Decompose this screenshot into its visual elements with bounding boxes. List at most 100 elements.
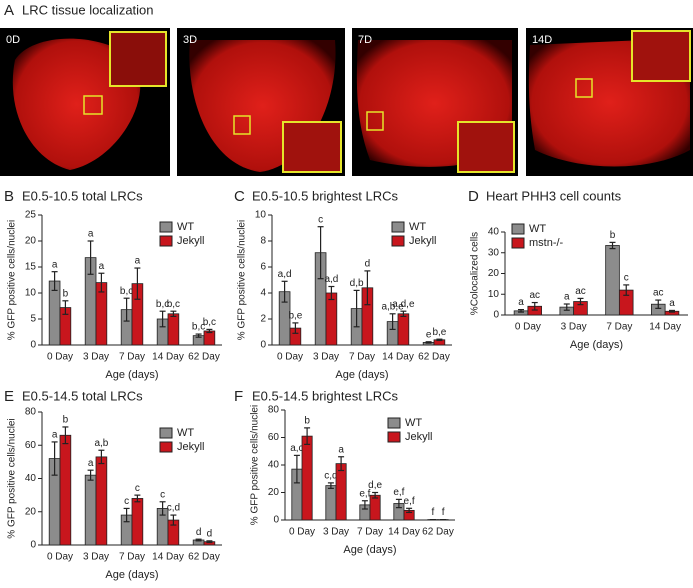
- x-axis-label: Age (days): [335, 369, 388, 381]
- tissue-image: 0D: [0, 28, 170, 176]
- x-tick-label: 14 Day: [388, 527, 420, 538]
- y-axis-label: % GFP positive cells/nuclei: [237, 220, 248, 340]
- panel-label: E: [4, 388, 14, 405]
- y-tick-label: 0: [493, 310, 499, 321]
- significance-letter: a,d,e: [392, 299, 415, 310]
- significance-letter: c,d: [324, 471, 337, 482]
- y-tick-label: 80: [268, 405, 280, 416]
- significance-letter: b: [63, 288, 69, 299]
- x-tick-label: 3 Day: [83, 552, 109, 563]
- x-tick-label: 14 Day: [152, 352, 184, 363]
- y-axis-label: % GFP positive cells/nuclei: [7, 220, 18, 340]
- y-tick-label: 10: [25, 288, 37, 299]
- y-tick-label: 25: [25, 210, 37, 221]
- significance-letter: a: [88, 458, 94, 469]
- bar: [326, 486, 336, 520]
- x-tick-label: 14 Day: [382, 352, 414, 363]
- x-tick-label: 7 Day: [119, 352, 145, 363]
- bar: [168, 314, 179, 345]
- significance-letter: c,d: [167, 503, 180, 514]
- x-tick-label: 0 Day: [47, 352, 73, 363]
- panel-label: B: [4, 188, 14, 205]
- y-tick-label: 20: [25, 236, 37, 247]
- legend-label: Jekyll: [177, 441, 205, 453]
- y-tick-label: 40: [25, 473, 37, 484]
- y-tick-label: 0: [30, 540, 36, 551]
- legend-label: Jekyll: [405, 431, 433, 443]
- significance-letter: a: [669, 298, 675, 309]
- legend-swatch: [388, 418, 400, 428]
- significance-letter: d: [365, 259, 371, 270]
- x-tick-label: 3 Day: [323, 527, 349, 538]
- image-label: 7D: [358, 34, 372, 46]
- significance-letter: a: [338, 444, 344, 455]
- bar: [326, 293, 337, 345]
- bar: [398, 314, 409, 345]
- legend-label: WT: [177, 221, 194, 233]
- x-axis-label: Age (days): [105, 569, 158, 581]
- y-tick-label: 20: [488, 268, 500, 279]
- significance-letter: a,c: [290, 443, 303, 454]
- y-tick-label: 8: [260, 236, 266, 247]
- y-tick-label: 40: [488, 227, 500, 238]
- significance-letter: c: [135, 483, 140, 494]
- chart-title: E0.5-10.5 brightest LRCs: [252, 188, 398, 203]
- significance-letter: d: [207, 528, 213, 539]
- y-tick-label: 2: [260, 314, 266, 325]
- x-tick-label: 62 Day: [418, 352, 450, 363]
- significance-letter: d,e: [368, 480, 382, 491]
- significance-letter: e,f: [404, 496, 415, 507]
- y-tick-label: 80: [25, 407, 37, 418]
- panel-label: A: [4, 2, 14, 19]
- tissue-image: 7D: [352, 28, 518, 176]
- significance-letter: c: [318, 214, 323, 225]
- x-tick-label: 3 Day: [313, 352, 339, 363]
- chart-title: E0.5-14.5 brightest LRCs: [252, 388, 398, 403]
- bar: [336, 464, 346, 520]
- y-axis-label: % GFP positive cells/nuclei: [250, 405, 261, 525]
- y-tick-label: 5: [30, 314, 36, 325]
- significance-letter: ac: [653, 288, 664, 299]
- panel-title: LRC tissue localization: [22, 2, 154, 17]
- legend-label: Jekyll: [177, 235, 205, 247]
- legend-swatch: [160, 236, 172, 246]
- legend-label: mstn-/-: [529, 237, 564, 249]
- x-tick-label: 7 Day: [119, 552, 145, 563]
- x-tick-label: 7 Day: [357, 527, 383, 538]
- bar: [302, 436, 312, 520]
- significance-letter: b,c: [203, 317, 216, 328]
- x-tick-label: 0 Day: [515, 322, 541, 333]
- y-tick-label: 0: [273, 515, 279, 526]
- significance-letter: b: [610, 230, 616, 241]
- significance-letter: ac: [575, 286, 586, 297]
- y-axis-label: % GFP positive cells/nuclei: [7, 418, 18, 538]
- y-tick-label: 60: [268, 432, 280, 443]
- legend-swatch: [160, 428, 172, 438]
- significance-letter: e: [426, 329, 432, 340]
- x-tick-label: 14 Day: [649, 322, 681, 333]
- legend-label: WT: [177, 427, 194, 439]
- legend-swatch: [512, 238, 524, 248]
- significance-letter: b,c: [120, 286, 133, 297]
- panel-label: F: [234, 388, 243, 405]
- chart-title: E0.5-10.5 total LRCs: [22, 188, 143, 203]
- bar: [85, 475, 96, 545]
- significance-letter: a: [52, 430, 58, 441]
- legend-swatch: [512, 224, 524, 234]
- y-tick-label: 30: [488, 247, 500, 258]
- y-tick-label: 10: [255, 210, 267, 221]
- legend-label: WT: [529, 223, 546, 235]
- tissue-image: 14D: [526, 28, 693, 176]
- y-tick-label: 60: [25, 440, 37, 451]
- x-tick-label: 62 Day: [422, 527, 454, 538]
- x-axis-label: Age (days): [570, 339, 623, 351]
- y-axis-label: %Colocalized cells: [470, 232, 481, 315]
- significance-letter: c: [160, 489, 165, 500]
- image-label: 14D: [532, 34, 552, 46]
- chart-title: Heart PHH3 cell counts: [486, 188, 622, 203]
- significance-letter: a: [518, 297, 524, 308]
- bar: [370, 495, 380, 520]
- y-tick-label: 4: [260, 288, 266, 299]
- y-tick-label: 40: [268, 460, 280, 471]
